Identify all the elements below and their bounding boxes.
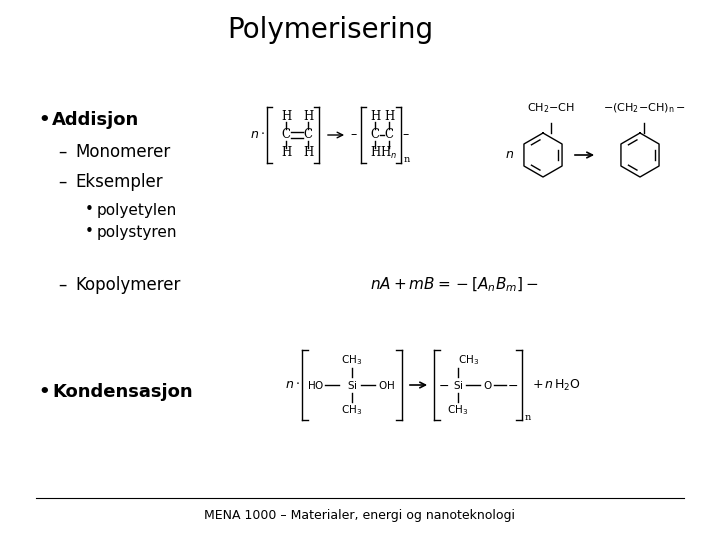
Text: $n$: $n$	[505, 148, 515, 161]
Text: C: C	[384, 129, 394, 141]
Text: C: C	[304, 129, 312, 141]
Text: n: n	[404, 156, 410, 165]
Text: Addisjon: Addisjon	[52, 111, 139, 129]
Text: •: •	[38, 111, 50, 129]
Text: $\mathrm{CH_3}$: $\mathrm{CH_3}$	[447, 403, 469, 417]
Text: H: H	[303, 146, 313, 159]
Text: Kopolymerer: Kopolymerer	[75, 276, 181, 294]
Text: H$_n$: H$_n$	[380, 145, 397, 161]
Text: Kondensasjon: Kondensasjon	[52, 383, 193, 401]
Text: $\mathrm{CH_3}$: $\mathrm{CH_3}$	[341, 403, 363, 417]
Text: $n\cdot$: $n\cdot$	[285, 379, 300, 392]
Text: $\mathrm{CH_3}$: $\mathrm{CH_3}$	[341, 353, 363, 367]
Text: MENA 1000 – Materialer, energi og nanoteknologi: MENA 1000 – Materialer, energi og nanote…	[204, 509, 516, 522]
Text: C: C	[371, 129, 379, 141]
Text: –: –	[350, 129, 356, 141]
Text: H: H	[303, 111, 313, 124]
Text: H: H	[281, 111, 291, 124]
Text: –: –	[58, 276, 66, 294]
Text: •: •	[85, 225, 94, 240]
Text: Polymerisering: Polymerisering	[227, 16, 433, 44]
Text: Monomerer: Monomerer	[75, 143, 170, 161]
Text: H: H	[384, 111, 394, 124]
Text: H: H	[281, 146, 291, 159]
Text: n: n	[525, 413, 531, 422]
Text: –: –	[402, 129, 408, 141]
Text: $\mathrm{{-(CH_2{-}CH)_n-}}$: $\mathrm{{-(CH_2{-}CH)_n-}}$	[603, 102, 685, 115]
Text: $\mathrm{-}$: $\mathrm{-}$	[438, 379, 449, 392]
Text: $\mathrm{CH_3}$: $\mathrm{CH_3}$	[459, 353, 480, 367]
Text: $n\cdot$: $n\cdot$	[250, 129, 265, 141]
Text: $\mathrm{Si}$: $\mathrm{Si}$	[347, 379, 357, 391]
Text: polyetylen: polyetylen	[97, 202, 177, 218]
Text: Eksempler: Eksempler	[75, 173, 163, 191]
Text: H: H	[370, 146, 380, 159]
Text: $+\,n\,\mathrm{H_2O}$: $+\,n\,\mathrm{H_2O}$	[532, 377, 581, 393]
Text: –: –	[58, 173, 66, 191]
Text: C: C	[282, 129, 290, 141]
Text: $nA + mB = -[A_nB_m]-$: $nA + mB = -[A_nB_m]-$	[370, 276, 539, 294]
Text: $\mathrm{Si}$: $\mathrm{Si}$	[453, 379, 463, 391]
Text: $\mathrm{CH_2{-}CH}$: $\mathrm{CH_2{-}CH}$	[527, 101, 575, 115]
Text: $\mathrm{OH}$: $\mathrm{OH}$	[377, 379, 395, 391]
Text: polystyren: polystyren	[97, 225, 178, 240]
Text: •: •	[38, 383, 50, 401]
Text: $\mathrm{O}$: $\mathrm{O}$	[483, 379, 492, 391]
Text: –: –	[58, 143, 66, 161]
Text: $\mathrm{HO}$: $\mathrm{HO}$	[307, 379, 325, 391]
Text: $\mathrm{-}$: $\mathrm{-}$	[508, 379, 518, 392]
Text: •: •	[85, 202, 94, 218]
Text: H: H	[370, 111, 380, 124]
